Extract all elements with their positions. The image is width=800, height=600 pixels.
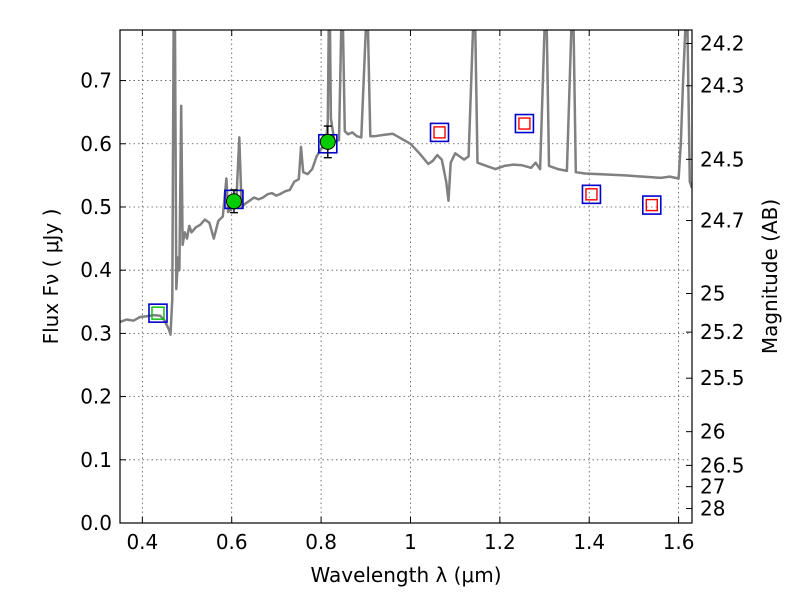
x-tick-label: 0.6 [216, 530, 248, 554]
observed-detection-point [319, 133, 336, 150]
observed-red-square [585, 188, 598, 201]
model-photometry-square [429, 122, 450, 143]
observed-red-square [433, 126, 446, 139]
right-tick-label: 24.3 [700, 74, 745, 98]
right-tick-label: 26.5 [700, 453, 745, 477]
model-photometry-square [148, 303, 168, 323]
right-axis-label: Magnitude (AB) [758, 199, 782, 354]
x-tick-label: 1.6 [663, 530, 695, 554]
y-tick-label: 0.1 [80, 448, 112, 472]
y-tick-label: 0.0 [80, 511, 112, 535]
sed-spectrum-line [120, 30, 692, 336]
plot-frame [119, 29, 693, 524]
right-tick-label: 25.2 [700, 320, 745, 344]
x-tick-label: 1 [404, 530, 417, 554]
axis-ticks: 0.4 0.6 0.8 1 1.2 1.4 1.6 0.0 0.1 0.2 0.3 0.4 0.5 0.6… [80, 30, 745, 554]
y-tick-label: 0.4 [80, 258, 112, 282]
x-axis-label: Wavelength λ (μm) [310, 563, 501, 587]
model-photometry-square [514, 113, 535, 134]
y-tick-label: 0.3 [80, 321, 112, 345]
right-tick-label: 26 [700, 420, 725, 444]
y-tick-label: 0.7 [80, 69, 112, 93]
x-tick-label: 1.2 [484, 530, 516, 554]
sed-spectrum-layer [120, 30, 692, 336]
right-tick-label: 27 [700, 475, 725, 499]
right-tick-label: 25 [700, 282, 725, 306]
right-tick-label: 24.2 [700, 32, 745, 56]
model-photometry-square [641, 195, 662, 215]
model-photometry-square [581, 184, 602, 205]
observed-red-square [645, 198, 658, 212]
right-tick-label: 24.5 [700, 147, 745, 171]
y-tick-label: 0.2 [80, 385, 112, 409]
y-axis-label: Flux Fν ( μJy ) [39, 209, 63, 345]
y-tick-label: 0.5 [80, 195, 112, 219]
y-tick-label: 0.6 [80, 132, 112, 156]
x-tick-label: 1.4 [573, 530, 605, 554]
right-tick-label: 28 [700, 497, 725, 521]
photometry-points-layer [148, 113, 662, 323]
observed-red-square [518, 117, 531, 130]
observed-detection-point [225, 193, 242, 210]
grid-lines [120, 30, 692, 524]
x-tick-label: 0.4 [126, 530, 158, 554]
observed-green-square [151, 306, 165, 320]
right-tick-label: 25.5 [700, 366, 745, 390]
x-tick-label: 0.8 [305, 530, 337, 554]
right-tick-label: 24.7 [700, 209, 745, 233]
